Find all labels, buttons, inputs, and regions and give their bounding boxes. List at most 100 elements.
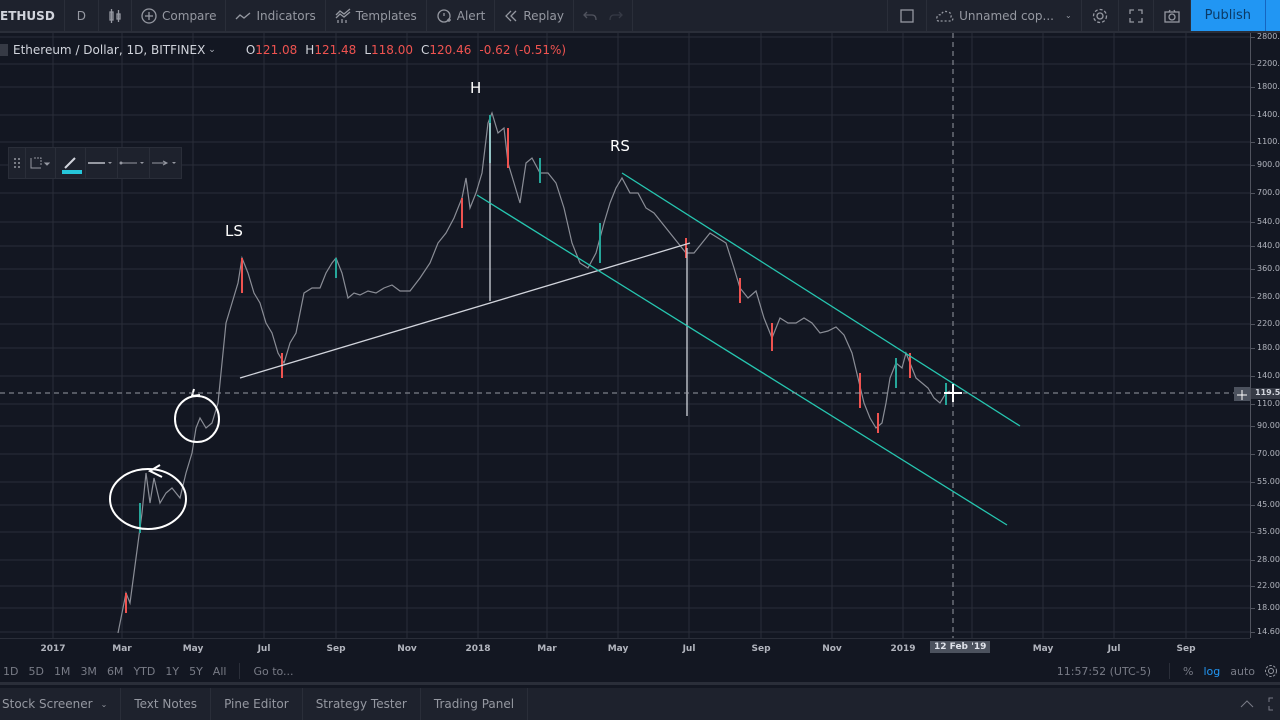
snapshot-button[interactable] [1154,0,1191,31]
gear-icon[interactable] [1264,664,1278,678]
compare-label: Compare [162,8,217,23]
range-5d[interactable]: 5D [28,664,44,678]
candles-icon [109,8,121,23]
auto-scale-toggle[interactable]: auto [1230,664,1255,678]
add-horizontal-line-button[interactable] [1234,387,1250,401]
low-label: L [364,43,372,57]
symbol-title[interactable]: Ethereum / Dollar, 1D, BITFINEX [13,43,206,57]
gear-icon [1092,8,1107,23]
redo-icon[interactable] [609,10,623,22]
drag-handle[interactable] [9,148,26,178]
compare-button[interactable]: Compare [132,0,227,31]
price-tick: 14.60 [1257,627,1280,636]
channel-upper-line [621,172,1021,427]
undo-redo-group [574,0,633,31]
close-label: C [421,43,430,57]
date-range-bar: 1D 5D 1M 3M 6M YTD 1Y 5Y All Go to... 11… [0,660,1280,685]
arrow-right-icon [152,160,177,166]
templates-button[interactable]: Templates [326,0,427,31]
chart-legend: Ethereum / Dollar, 1D, BITFINEX ⌄ O 121.0… [0,40,574,60]
chevron-up-icon[interactable] [1240,699,1254,709]
maximize-icon[interactable] [1268,697,1280,711]
line-end-button[interactable] [150,148,181,178]
percent-scale-toggle[interactable]: % [1183,664,1194,678]
symbol-search[interactable]: ETHUSD [0,0,65,31]
pencil-icon [64,157,76,169]
chart-type-button[interactable] [99,0,133,31]
plus-circle-icon [141,7,157,24]
price-tick: 900.00 [1257,160,1280,169]
undo-icon[interactable] [583,10,597,22]
price-tick: 28.00 [1257,555,1280,564]
cloud-icon [936,10,954,22]
grip-icon [13,158,20,168]
line-width-button[interactable] [86,148,118,178]
template-button[interactable] [26,148,56,178]
chevron-down-icon: ⌄ [100,699,108,709]
alert-button[interactable]: Alert [427,0,496,31]
publish-more-button[interactable] [1265,0,1280,31]
fullscreen-icon [1129,8,1143,23]
replay-button[interactable]: Replay [495,0,574,31]
range-ytd[interactable]: YTD [133,664,156,678]
time-tick: Jul [257,644,271,654]
price-tick: 110.00 [1257,399,1280,408]
price-tick: 70.00 [1257,449,1280,458]
price-axis[interactable]: 2800.00 2200.00 1800.00 1400.00 1100.00 … [1250,32,1280,638]
layout-name-button[interactable]: Unnamed cop... ⌄ [927,0,1082,31]
tab-strategy-tester[interactable]: Strategy Tester [303,688,421,720]
price-tick: 700.00 [1257,188,1280,197]
time-axis[interactable]: 2017 Mar May Jul Sep Nov 2018 Mar May Ju… [0,638,1250,659]
plus-icon [1237,390,1247,400]
time-tick: May [182,644,204,654]
tab-text-notes[interactable]: Text Notes [121,688,212,720]
range-1d[interactable]: 1D [3,664,19,678]
time-tick: Mar [112,644,132,654]
chart-pane[interactable]: LS H RS [0,33,1250,638]
time-tick: Nov [397,644,417,654]
time-tick: Sep [1176,644,1196,654]
fullscreen-button[interactable] [1119,0,1154,31]
chevron-down-icon[interactable]: ⌄ [208,45,216,55]
change-value: -0.62 (-0.51%) [479,43,567,57]
settings-button[interactable] [1082,0,1119,31]
cursor-price-label: 119.50 [1251,388,1280,399]
range-1m[interactable]: 1M [53,664,71,678]
divider [239,663,241,679]
goto-date-button[interactable]: Go to... [253,664,294,678]
line-color-button[interactable] [56,148,86,178]
price-tick: 45.00 [1257,500,1280,509]
log-scale-toggle[interactable]: log [1203,664,1221,678]
price-tick: 1800.00 [1257,82,1280,91]
tab-label: Text Notes [134,697,198,711]
label-left-shoulder: LS [225,222,243,240]
range-5y[interactable]: 5Y [189,664,203,678]
time-tick: Mar [537,644,557,654]
interval-button[interactable]: D [65,0,100,31]
publish-button[interactable]: Publish [1190,0,1265,31]
range-3m[interactable]: 3M [80,664,97,678]
color-swatch [61,170,82,174]
layout-select-button[interactable] [887,0,928,31]
tab-pine-editor[interactable]: Pine Editor [211,688,303,720]
time-tick: May [1032,644,1054,654]
time-tick: Nov [822,644,842,654]
price-tick: 18.00 [1257,603,1280,612]
tab-stock-screener[interactable]: Stock Screener ⌄ [0,688,122,720]
tab-trading-panel[interactable]: Trading Panel [421,688,529,720]
price-tick: 280.00 [1257,292,1280,301]
line-style-button[interactable] [118,148,150,178]
line-style-icon [119,161,145,165]
template-icon [30,157,51,169]
range-1y[interactable]: 1Y [165,664,180,678]
tab-label: Trading Panel [433,697,515,711]
hand-drawn-circle-small [174,395,220,443]
indicators-button[interactable]: Indicators [226,0,326,31]
range-all[interactable]: All [212,664,227,678]
range-6m[interactable]: 6M [106,664,124,678]
legend-handle[interactable] [0,44,8,56]
line-width-icon [88,162,113,164]
price-chart [0,33,1250,638]
price-tick: 55.00 [1257,477,1280,486]
open-value: 121.08 [255,43,298,57]
